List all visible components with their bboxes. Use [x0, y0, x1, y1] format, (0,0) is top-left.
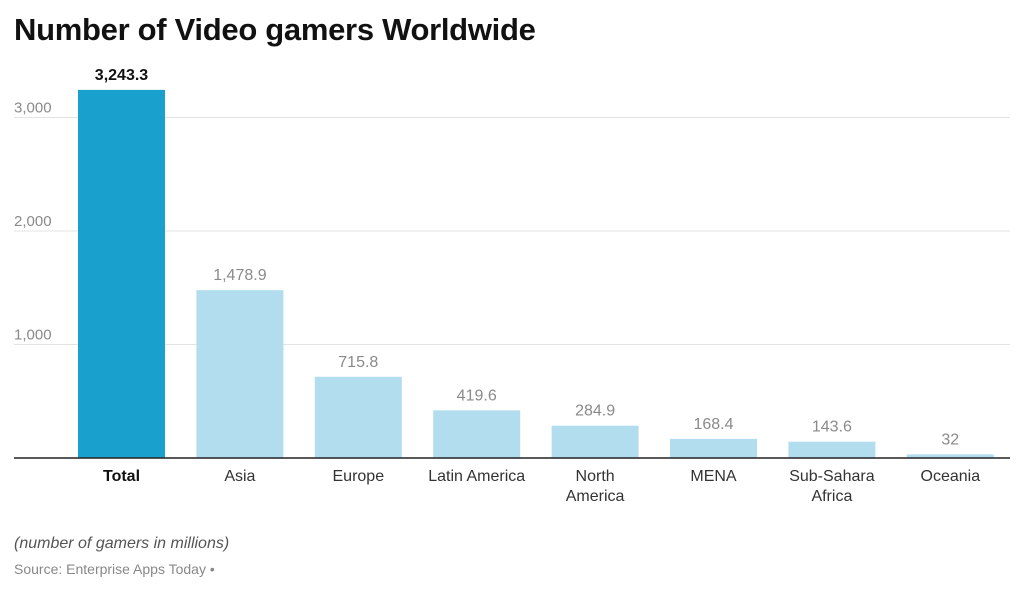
- value-label: 168.4: [693, 416, 733, 433]
- bar-oceania: [906, 454, 994, 458]
- x-category-label: Oceania: [921, 468, 981, 485]
- x-category-label-line: Asia: [224, 468, 255, 485]
- x-category-label: Europe: [333, 468, 385, 485]
- value-label: 143.6: [812, 419, 852, 436]
- chart-title: Number of Video gamers Worldwide: [14, 12, 536, 47]
- bars: [78, 89, 994, 459]
- units-note: (number of gamers in millions): [14, 535, 230, 552]
- x-category-label-line: North: [576, 468, 615, 485]
- x-category-label: Total: [103, 468, 140, 485]
- x-category-label: North America: [566, 468, 625, 505]
- y-axis-ticks: 1,000 2,000 3,000: [14, 100, 52, 344]
- x-category-label-line: Africa: [811, 488, 852, 505]
- x-category-label: Sub-Sahara Africa: [789, 468, 874, 505]
- bar-total: [78, 89, 165, 459]
- bar-sub-sahara-africa: [788, 441, 876, 458]
- value-label: 419.6: [457, 387, 497, 404]
- category-labels: Total Asia Europe Latin America North America…: [103, 468, 980, 505]
- x-category-label-line: Latin America: [428, 468, 525, 485]
- x-category-label-line: Oceania: [921, 468, 981, 485]
- x-category-label-line: MENA: [690, 468, 737, 485]
- x-category-label: MENA: [690, 468, 737, 485]
- value-label: 715.8: [338, 354, 378, 371]
- bar-europe: [314, 376, 402, 458]
- value-label: 1,478.9: [213, 267, 266, 284]
- gridlines: [14, 117, 1010, 345]
- x-category-label: Latin America: [428, 468, 525, 485]
- value-label: 284.9: [575, 403, 615, 420]
- bar-north-america: [551, 425, 639, 458]
- bar-latin-america: [433, 410, 521, 458]
- bar-asia: [196, 290, 284, 458]
- source-credit: Source: Enterprise Apps Today •: [14, 561, 215, 577]
- value-label: 32: [941, 431, 959, 448]
- bar-mena: [670, 438, 757, 458]
- value-labels: 3,243.3 1,478.9 715.8 419.6 284.9 168.4 143.6 3…: [95, 67, 959, 448]
- x-category-label-line: Total: [103, 468, 140, 485]
- x-category-label: Asia: [224, 468, 255, 485]
- x-category-label-line: Europe: [333, 468, 385, 485]
- y-tick-label: 1,000: [14, 327, 52, 344]
- value-label: 3,243.3: [95, 67, 148, 84]
- bar-chart: 1,000 2,000 3,000 3,243.3 1,478.9 715.8 419.6…: [14, 67, 1010, 505]
- x-category-label-line: America: [566, 488, 625, 505]
- y-tick-label: 3,000: [14, 100, 52, 117]
- x-category-label-line: Sub-Sahara: [789, 468, 874, 485]
- y-tick-label: 2,000: [14, 213, 52, 230]
